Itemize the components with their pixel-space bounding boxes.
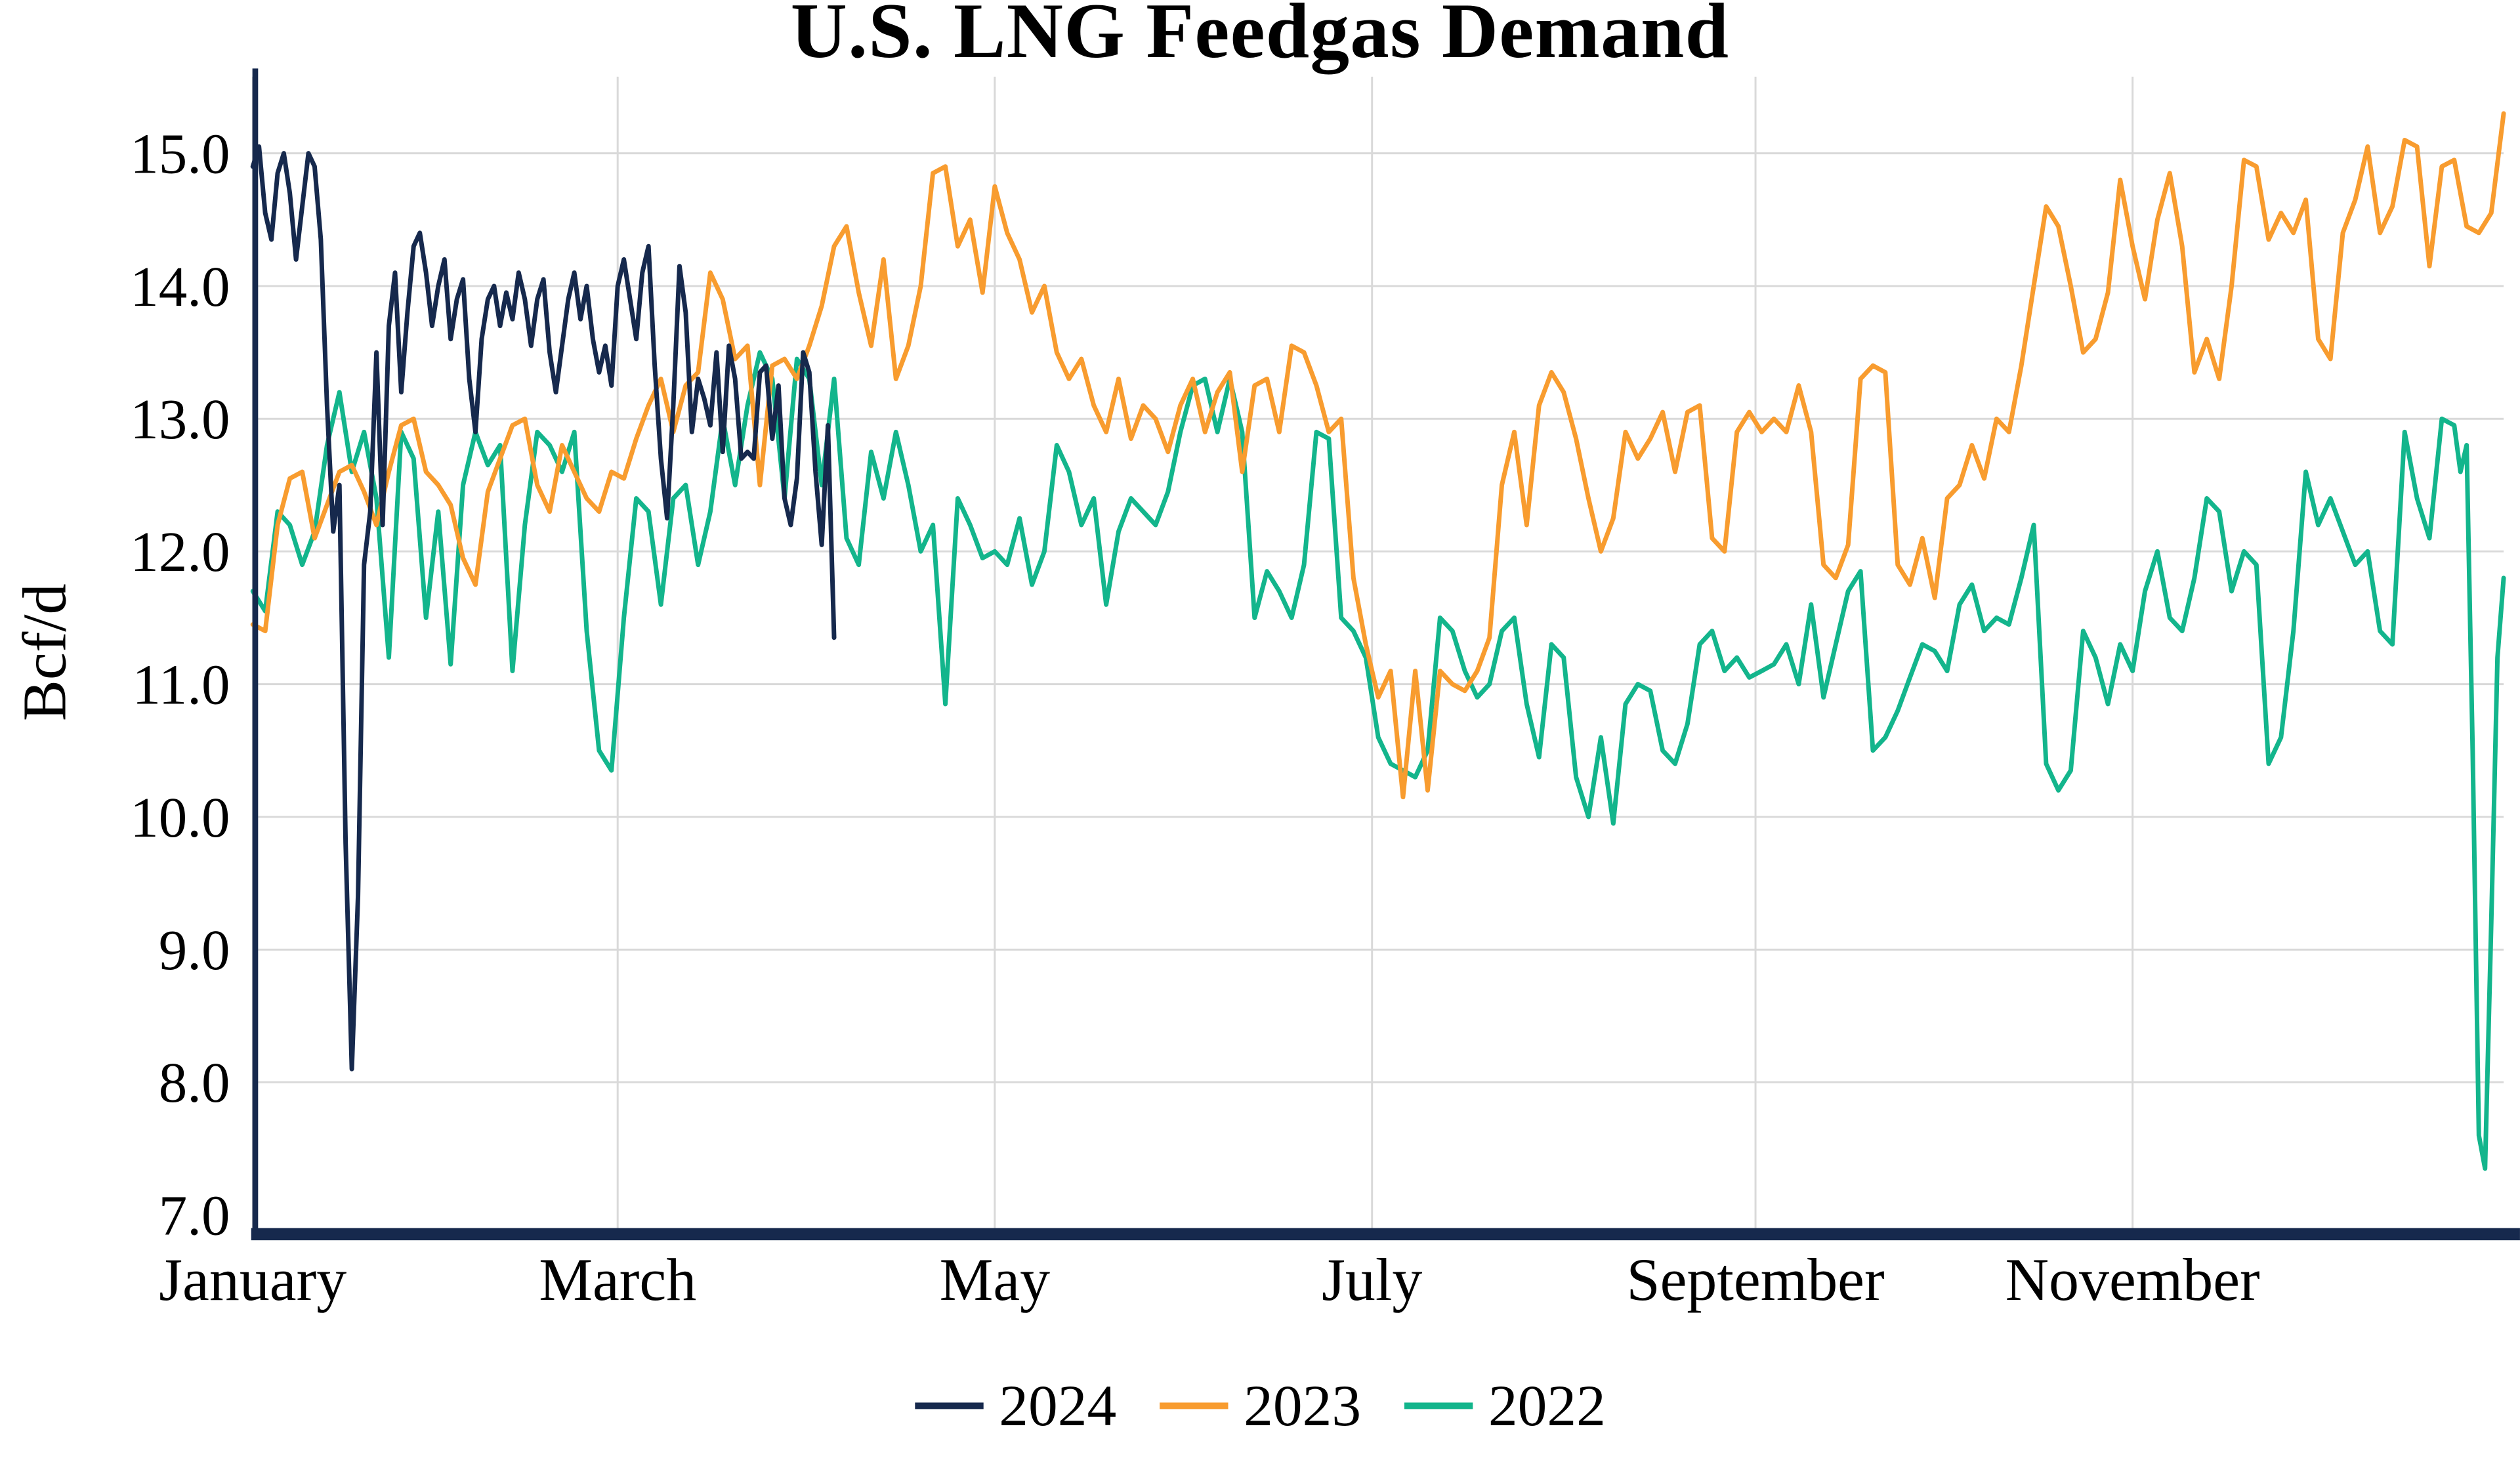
- legend-swatch-2022: [1403, 1402, 1473, 1409]
- y-tick-label: 15.0: [130, 121, 230, 185]
- y-tick-label: 7.0: [159, 1183, 230, 1247]
- y-tick-label: 11.0: [132, 652, 230, 716]
- series-line-2022: [250, 350, 2506, 1171]
- legend-item-2024: 2024: [914, 1371, 1116, 1440]
- x-tick-label: May: [940, 1246, 1051, 1313]
- x-tick-label: July: [1322, 1246, 1422, 1313]
- legend-label: 2022: [1488, 1373, 1606, 1439]
- series-line-2023: [250, 111, 2506, 800]
- line-chart: 7.0 8.0 9.0 10.0 11.0 12.0 13.0 14.0 15.0 January…: [130, 68, 2520, 1313]
- legend-label: 2024: [999, 1373, 1117, 1439]
- legend-label: 2023: [1244, 1373, 1362, 1439]
- y-tick-label: 10.0: [130, 785, 230, 849]
- y-tick-label: 13.0: [130, 387, 230, 451]
- chart-title: U.S. LNG Feedgas Demand: [790, 0, 1730, 75]
- y-tick-label: 9.0: [159, 918, 230, 982]
- legend: 2024 2023 2022: [0, 1371, 2520, 1440]
- x-axis-line: [251, 1228, 2520, 1241]
- x-tick-label: November: [2006, 1246, 2260, 1313]
- y-tick-label: 14.0: [130, 255, 230, 318]
- y-tick-label: 12.0: [130, 520, 230, 583]
- legend-swatch-2023: [1158, 1402, 1228, 1409]
- legend-item-2023: 2023: [1158, 1371, 1362, 1440]
- x-tick-label: March: [539, 1246, 696, 1313]
- legend-item-2022: 2022: [1403, 1371, 1606, 1440]
- legend-swatch-2024: [914, 1402, 983, 1409]
- y-tick-label: 8.0: [159, 1051, 230, 1114]
- x-tick-label: January: [159, 1246, 346, 1313]
- x-tick-label: September: [1626, 1246, 1884, 1313]
- series-line-2024: [250, 144, 837, 1072]
